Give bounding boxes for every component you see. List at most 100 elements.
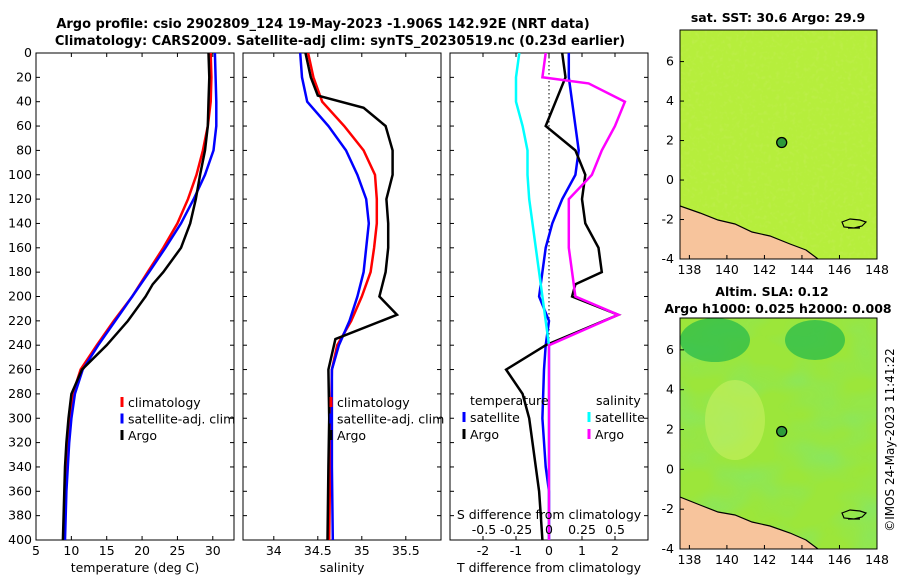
copyright-stamp: ©IMOS 24-May-2023 11:41:22 bbox=[883, 348, 897, 532]
s-axis-label: S difference from climatology bbox=[457, 507, 642, 522]
map-x-tick-label: 148 bbox=[865, 262, 889, 277]
map-y-tick-label: 0 bbox=[666, 172, 674, 187]
s-tick-label: 0.5 bbox=[605, 522, 625, 537]
legend-label: Argo bbox=[337, 428, 366, 443]
series-line-t-satellite bbox=[537, 53, 580, 540]
y-tick-label: 180 bbox=[8, 264, 32, 279]
plot-area bbox=[242, 52, 442, 541]
sla-map-title-line-2: Argo h1000: 0.025 h2000: 0.008 bbox=[664, 301, 891, 316]
sla-low-blob bbox=[705, 380, 765, 460]
s-tick-label: 0.25 bbox=[568, 522, 596, 537]
legend-label: satellite bbox=[470, 410, 520, 425]
x-tick-label: 20 bbox=[134, 543, 150, 558]
map-y-tick-label: 2 bbox=[666, 422, 674, 437]
sla-island-coast bbox=[841, 509, 868, 520]
legend-label: Argo bbox=[595, 427, 624, 442]
title-line-2: Climatology: CARS2009. Satellite-adj cli… bbox=[55, 34, 625, 49]
argo-float-marker bbox=[776, 136, 788, 149]
legend-label: Argo bbox=[128, 428, 157, 443]
series-line-argo bbox=[61, 53, 211, 540]
y-tick-label: 320 bbox=[8, 435, 32, 450]
legend-label: Argo bbox=[470, 427, 499, 442]
map-y-tick-label: 6 bbox=[666, 54, 674, 69]
series-line-argo bbox=[304, 53, 400, 540]
series-line-s-argo bbox=[540, 53, 627, 540]
map-x-tick-label: 142 bbox=[752, 262, 776, 277]
argo-float-marker bbox=[776, 425, 788, 438]
sst-map-title: sat. SST: 30.6 Argo: 29.9 bbox=[691, 10, 865, 25]
map-x-tick-label: 140 bbox=[715, 262, 739, 277]
legend-title-salinity: salinity bbox=[596, 393, 641, 408]
series-line-satellite-adj-clim bbox=[298, 53, 371, 540]
x-tick-label: -2 bbox=[477, 543, 489, 558]
x-tick-label: 5 bbox=[32, 543, 40, 558]
legend-label: satellite-adj. clim bbox=[128, 412, 235, 427]
sst-island-coast bbox=[841, 218, 868, 229]
y-tick-label: 360 bbox=[8, 483, 32, 498]
y-tick-label: 260 bbox=[8, 362, 32, 377]
y-tick-label: 200 bbox=[8, 289, 32, 304]
y-tick-label: 380 bbox=[8, 508, 32, 523]
title-line-1: Argo profile: csio 2902809_124 19-May-20… bbox=[56, 17, 589, 32]
map-y-tick-label: -2 bbox=[662, 501, 674, 516]
s-tick-label: -0.5 bbox=[472, 522, 496, 537]
map-x-tick-label: 142 bbox=[752, 552, 776, 567]
x-tick-label: 25 bbox=[169, 543, 185, 558]
s-tick-label: -0.25 bbox=[500, 522, 532, 537]
temperature-profile-panel: 0 20 40 60 80 100 120 140 160 180 200 220 240 260 280 3… bbox=[8, 45, 235, 575]
map-x-tick-label: 146 bbox=[828, 262, 852, 277]
sla-high-blob bbox=[785, 320, 845, 360]
x-tick-label: 34.5 bbox=[304, 543, 332, 558]
y-tick-label: 40 bbox=[16, 94, 32, 109]
map-y-tick-label: -4 bbox=[662, 541, 675, 556]
map-y-tick-label: 4 bbox=[666, 382, 674, 397]
map-y-tick-label: -4 bbox=[662, 251, 675, 266]
sst-map-panel: sat. SST: 30.6 Argo: 29.9 138 140 142 144 14… bbox=[662, 10, 889, 277]
x-axis-label: T difference from climatology bbox=[456, 560, 642, 575]
salinity-profile-panel: 34 34.5 35 35.5 salinity climatology satellite… bbox=[242, 52, 444, 575]
y-tick-label: 400 bbox=[8, 532, 32, 547]
map-x-tick-label: 146 bbox=[828, 552, 852, 567]
map-x-tick-label: 140 bbox=[715, 552, 739, 567]
sst-coastline bbox=[680, 205, 819, 259]
sla-coastline bbox=[680, 496, 819, 549]
x-axis-label: temperature (deg C) bbox=[71, 560, 200, 575]
sla-map-title-line-1: Altim. SLA: 0.12 bbox=[715, 284, 828, 299]
x-tick-label: 10 bbox=[63, 543, 79, 558]
legend-label: satellite-adj. clim bbox=[337, 412, 444, 427]
y-tick-label: 340 bbox=[8, 459, 32, 474]
map-x-tick-label: 138 bbox=[677, 552, 701, 567]
y-tick-label: 120 bbox=[8, 191, 32, 206]
difference-profile-panel: -2 -1 0 1 2 T difference from climatology temp… bbox=[449, 52, 649, 575]
x-tick-label: 1 bbox=[578, 543, 586, 558]
sla-land bbox=[680, 497, 818, 549]
x-tick-label: 0 bbox=[545, 543, 553, 558]
map-y-tick-label: 0 bbox=[666, 461, 674, 476]
x-tick-label: 30 bbox=[205, 543, 221, 558]
y-tick-label: 140 bbox=[8, 215, 32, 230]
x-tick-label: 35 bbox=[354, 543, 370, 558]
map-x-tick-label: 148 bbox=[865, 552, 889, 567]
map-x-tick-label: 138 bbox=[677, 262, 701, 277]
y-tick-label: 280 bbox=[8, 386, 32, 401]
legend-title-temperature: temperature bbox=[470, 393, 549, 408]
series-line-satellite-adj-clim bbox=[63, 53, 218, 540]
map-y-tick-label: 4 bbox=[666, 93, 674, 108]
sla-map-panel: Altim. SLA: 0.12 Argo h1000: 0.025 h2000… bbox=[662, 284, 892, 567]
legend-label: satellite bbox=[595, 410, 645, 425]
map-x-tick-label: 144 bbox=[790, 552, 814, 567]
y-tick-label: 0 bbox=[24, 45, 32, 60]
map-x-tick-label: 144 bbox=[790, 262, 814, 277]
y-tick-label: 20 bbox=[16, 69, 32, 84]
y-tick-label: 160 bbox=[8, 240, 32, 255]
x-tick-label: 15 bbox=[99, 543, 115, 558]
y-tick-label: 300 bbox=[8, 410, 32, 425]
map-y-tick-label: -2 bbox=[662, 212, 674, 227]
legend-label: climatology bbox=[128, 395, 201, 410]
s-tick-label: 0 bbox=[545, 522, 553, 537]
x-tick-label: 2 bbox=[611, 543, 619, 558]
y-tick-label: 100 bbox=[8, 167, 32, 182]
x-axis-label: salinity bbox=[320, 560, 365, 575]
legend-label: climatology bbox=[337, 395, 410, 410]
